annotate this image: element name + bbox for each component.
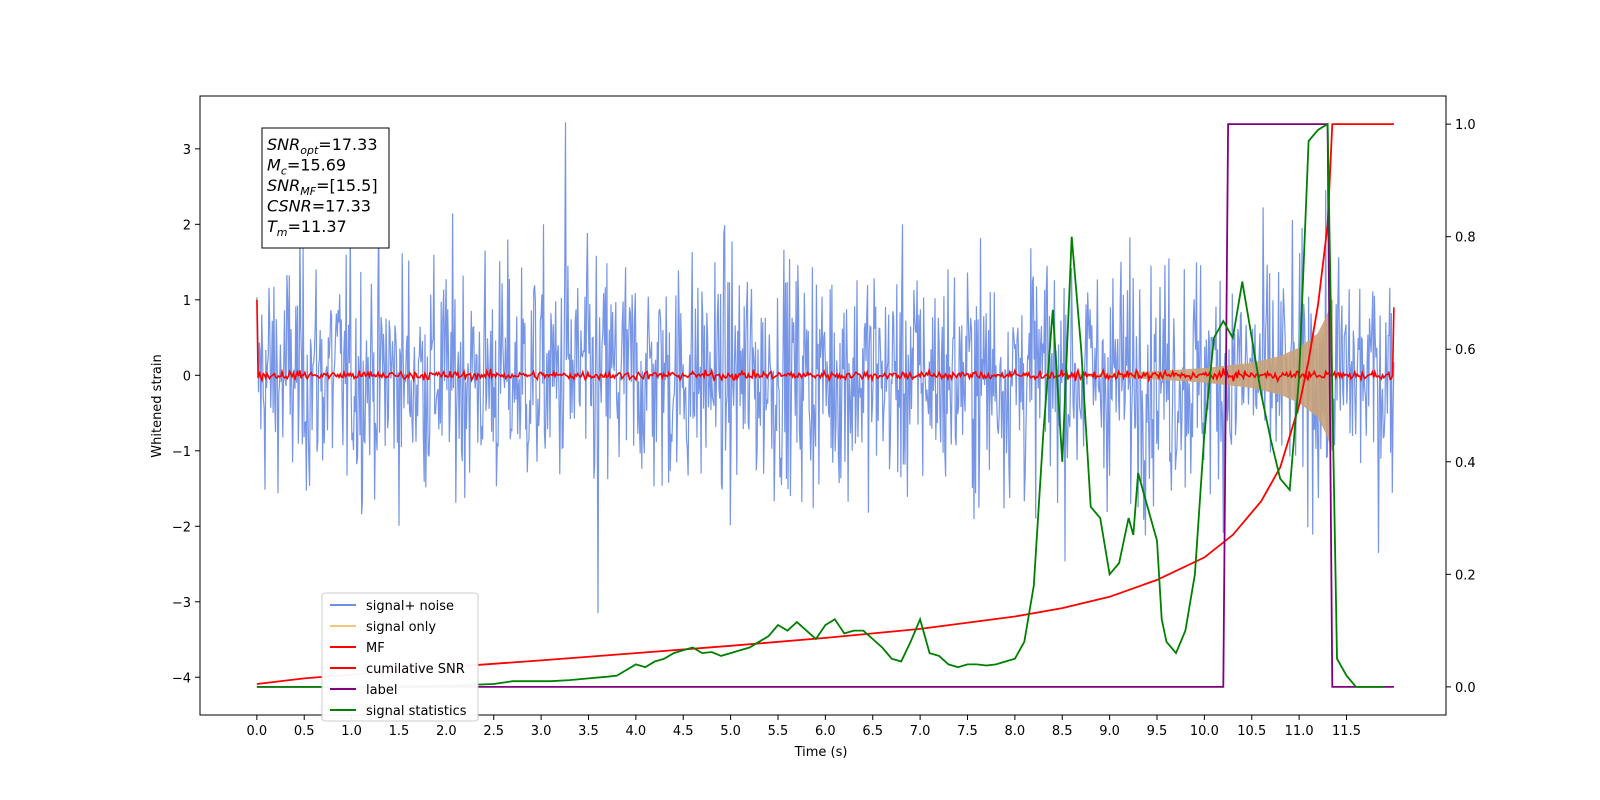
series-signal-noise — [256, 122, 1395, 614]
x-tick-label: 4.5 — [673, 724, 694, 739]
y-axis-label: Whitened strain — [150, 354, 165, 457]
x-tick-label: 10.0 — [1190, 724, 1219, 739]
x-tick-label: 1.5 — [389, 724, 410, 739]
y-tick-label-left: 1 — [183, 294, 191, 309]
stats-value: =17.33 — [312, 197, 371, 216]
y-tick-label-left: −1 — [172, 445, 191, 460]
series-line-3 — [256, 123, 1394, 685]
stats-symbol: T — [267, 217, 278, 236]
x-tick-label: 11.0 — [1285, 724, 1314, 739]
x-tick-label: 7.0 — [910, 724, 931, 739]
y-tick-label-left: 3 — [183, 143, 191, 158]
series-cumilative-snr — [256, 123, 1394, 685]
x-tick-label: 6.0 — [815, 724, 836, 739]
plot-frame — [199, 95, 1447, 716]
legend-label: cumilative SNR — [366, 662, 465, 677]
stats-value: =17.33 — [318, 135, 377, 154]
y-tick-label-right: 0.0 — [1455, 681, 1476, 696]
x-tick-label: 8.0 — [1005, 724, 1026, 739]
y-tick-label-left: −3 — [172, 596, 191, 611]
x-tick-label: 5.0 — [720, 724, 741, 739]
x-tick-label: 2.5 — [483, 724, 504, 739]
stats-symbol: M — [267, 156, 281, 175]
stats-line: CSNR=17.33 — [267, 197, 371, 216]
stats-subscript: MF — [300, 185, 316, 198]
stats-value: =[15.5] — [316, 176, 378, 195]
series-line-0 — [256, 122, 1395, 614]
series-label — [256, 123, 1394, 688]
legend-label: label — [366, 683, 397, 698]
x-tick-label: 0.0 — [247, 724, 268, 739]
x-tick-label: 0.5 — [294, 724, 315, 739]
legend-label: signal statistics — [366, 704, 467, 719]
y-tick-label-left: −2 — [172, 520, 191, 535]
stats-line: Tm=11.37 — [267, 217, 347, 239]
y-tick-label-right: 0.4 — [1455, 456, 1476, 471]
x-tick-label: 2.0 — [436, 724, 457, 739]
series-signal-statistics — [256, 122, 1385, 688]
x-tick-label: 5.5 — [768, 724, 789, 739]
x-axis-label: Time (s) — [794, 745, 848, 760]
stats-line: Mc=15.69 — [267, 156, 346, 178]
y-tick-label-right: 0.2 — [1455, 568, 1476, 583]
y-tick-label-right: 0.6 — [1455, 343, 1476, 358]
stats-box-frame — [261, 127, 390, 249]
stats-line: SNRMF=[15.5] — [267, 176, 378, 198]
y-tick-label-right: 0.8 — [1455, 231, 1476, 246]
x-tick-label: 11.5 — [1332, 724, 1361, 739]
legend-frame — [321, 592, 479, 722]
legend-label: MF — [366, 641, 385, 656]
x-axis: 0.0 0.5 1.0 1.5 2.0 2.5 3.0 3.5 4.0 4.5 5.0 5.5 6.0 6… — [247, 715, 1361, 739]
stats-symbol: SNR — [267, 176, 300, 195]
x-tick-label: 6.5 — [862, 724, 883, 739]
x-tick-label: 8.5 — [1052, 724, 1073, 739]
series-line-5 — [256, 122, 1385, 688]
series-mf — [256, 299, 1395, 384]
x-tick-label: 9.5 — [1147, 724, 1168, 739]
stats-value: =15.69 — [287, 156, 346, 175]
legend-label: signal+ noise — [366, 599, 454, 614]
stats-line: SNRopt=17.33 — [267, 135, 378, 157]
y-axis-right: 1.0 0.8 0.6 0.4 0.2 0.0 — [1446, 118, 1476, 696]
y-axis-left: 3 2 1 0 −1 −2 −3 −4 — [172, 143, 200, 686]
stats-subscript: c — [281, 165, 287, 178]
y-tick-label-left: 2 — [183, 218, 191, 233]
x-tick-label: 7.5 — [957, 724, 978, 739]
y-tick-label-left: 0 — [183, 369, 191, 384]
stats-box: SNRopt=17.33Mc=15.69SNRMF=[15.5]CSNR=17.… — [261, 127, 390, 249]
stats-symbol: SNR — [267, 135, 300, 154]
series-line-4 — [256, 123, 1394, 688]
stats-value: =11.37 — [288, 217, 347, 236]
x-tick-label: 3.5 — [578, 724, 599, 739]
stats-subscript: opt — [300, 144, 319, 157]
y-tick-label-right: 1.0 — [1455, 118, 1476, 133]
x-tick-label: 4.0 — [626, 724, 647, 739]
x-tick-label: 1.0 — [341, 724, 362, 739]
legend: signal+ noise signal only MF cumilative SNR… — [321, 592, 479, 722]
y-tick-label-left: −4 — [172, 671, 191, 686]
x-tick-label: 9.0 — [1099, 724, 1120, 739]
series-line-2 — [256, 299, 1395, 384]
x-tick-label: 10.5 — [1237, 724, 1266, 739]
stats-symbol: CSNR — [267, 197, 312, 216]
x-tick-label: 3.0 — [531, 724, 552, 739]
stats-subscript: m — [277, 226, 288, 239]
legend-label: signal only — [366, 620, 436, 635]
